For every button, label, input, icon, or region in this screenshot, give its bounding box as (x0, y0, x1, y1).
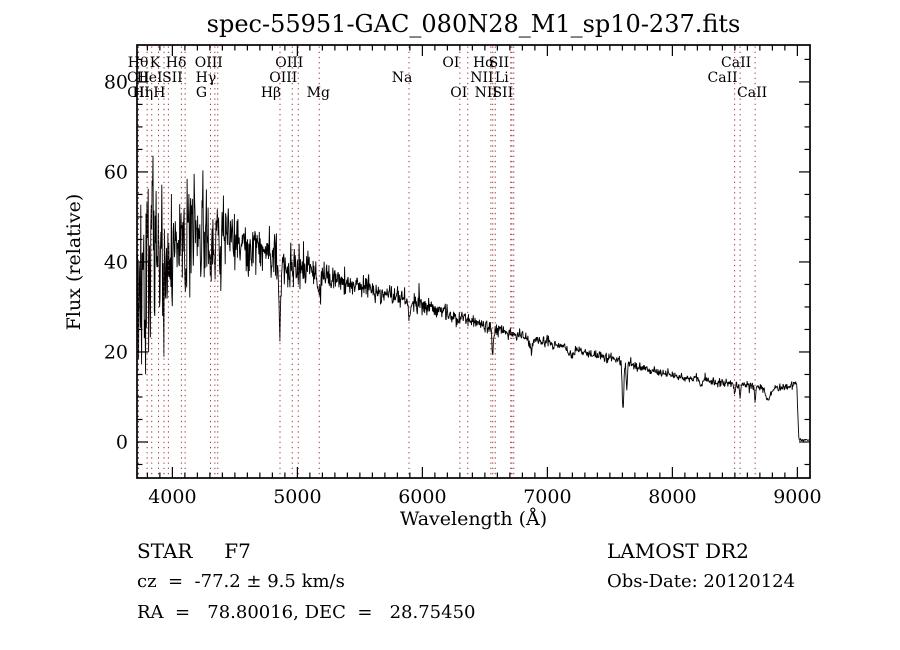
object-class-label: STAR F7 (137, 539, 251, 563)
x-axis-title: Wavelength (Å) (399, 508, 548, 530)
ra-dec-label: RA = 78.80016, DEC = 28.75450 (137, 602, 476, 623)
spectral-line-label: Hδ (166, 55, 187, 71)
spectral-line-label: SII (492, 85, 513, 101)
spectral-line-label: Hα (473, 55, 495, 71)
spectral-line-label: OII (127, 85, 150, 101)
x-tick-label: 5000 (273, 486, 321, 508)
y-tick-label: 0 (116, 432, 128, 454)
spectral-line-label: Hη (132, 85, 153, 101)
y-tick-label: 20 (104, 342, 128, 364)
axis-ticks (137, 45, 810, 478)
x-tick-label: 7000 (523, 486, 571, 508)
spectral-line-label: CaII (708, 70, 738, 86)
y-tick-labels: 0 20 40 60 80 (104, 71, 128, 453)
spectral-line-label: Hβ (261, 85, 281, 101)
y-axis-title: Flux (relative) (63, 193, 85, 331)
spectral-line-label: OIII (195, 55, 223, 71)
spectral-line-label: OI (450, 85, 467, 101)
plot-title: spec-55951-GAC_080N28_M1_sp10-237.fits (206, 10, 741, 38)
spectrum-trace (137, 155, 810, 442)
spectral-line-label: HeI (136, 70, 162, 86)
spectral-line-label: OIII (275, 55, 303, 71)
spectral-line-label: Hθ (128, 55, 149, 71)
spectral-line-label: G (196, 85, 207, 101)
y-tick-label: 80 (104, 71, 128, 93)
spectral-line-label: Na (392, 70, 413, 86)
spectral-line-label: SII (162, 70, 183, 86)
x-tick-label: 6000 (398, 486, 446, 508)
spectral-line-label: Hγ (196, 70, 217, 86)
y-tick-label: 40 (104, 252, 128, 274)
spectral-line-label: Mg (307, 85, 330, 101)
y-tick-label: 60 (104, 161, 128, 183)
x-tick-labels: 4000 5000 6000 7000 8000 9000 (148, 486, 821, 508)
spectral-line-label: CaII (737, 85, 767, 101)
line-labels: OIIOIIHθHηHeIKHSIIHδGHγOIIIHβOIIIOIIIMgN… (127, 55, 767, 101)
spectral-line-label: OI (442, 55, 459, 71)
spectral-line-label: NII (475, 85, 498, 101)
spectral-line-label: Li (495, 70, 509, 86)
x-tick-label: 8000 (648, 486, 696, 508)
x-tick-label: 4000 (148, 486, 196, 508)
spectral-line-label: SII (489, 55, 510, 71)
spectral-line-label: CaII (721, 55, 751, 71)
spectral-line-label: H (153, 85, 165, 101)
line-markers (137, 46, 756, 477)
spectral-line-label: NII (470, 70, 493, 86)
obs-date-label: Obs-Date: 20120124 (607, 571, 796, 592)
x-tick-label: 9000 (773, 486, 821, 508)
plot-frame (136, 44, 811, 479)
radial-velocity-label: cz = -77.2 ± 9.5 km/s (137, 571, 345, 592)
survey-release-label: LAMOST DR2 (607, 539, 749, 563)
spectral-line-label: OIII (269, 70, 297, 86)
spectral-line-label: K (150, 55, 161, 71)
